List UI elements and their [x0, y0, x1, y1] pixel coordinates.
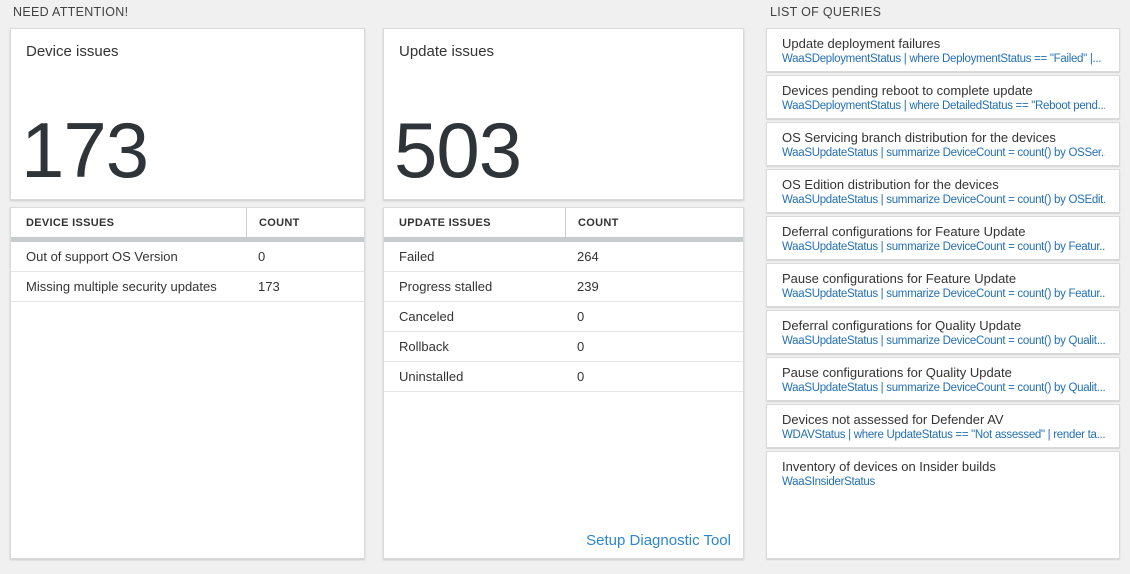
table-row[interactable]: Rollback 0 [384, 332, 743, 362]
update-issues-card-title: Update issues [399, 43, 495, 60]
row-count: 0 [577, 339, 585, 354]
query-text: WaaSDeploymentStatus | where DetailedSta… [782, 100, 1105, 112]
query-title: Pause configurations for Quality Update [782, 365, 1012, 380]
list-of-queries-section-label: LIST OF QUERIES [770, 5, 882, 19]
query-item[interactable]: Pause configurations for Quality Update … [766, 357, 1120, 401]
device-issues-summary-card[interactable]: Device issues 173 [10, 28, 365, 200]
row-count: 239 [577, 279, 599, 294]
table-row[interactable]: Out of support OS Version 0 [11, 242, 364, 272]
row-label: Rollback [399, 339, 449, 354]
device-issues-total-count: 173 [21, 106, 149, 194]
table-row[interactable]: Uninstalled 0 [384, 362, 743, 392]
device-issues-table-card: DEVICE ISSUES COUNT Out of support OS Ve… [10, 207, 365, 559]
query-title: Deferral configurations for Feature Upda… [782, 224, 1026, 239]
row-count: 0 [258, 249, 266, 264]
device-issues-header-cell: DEVICE ISSUES [26, 216, 115, 229]
row-label: Out of support OS Version [26, 249, 178, 264]
update-issues-total-count: 503 [394, 106, 522, 194]
query-item[interactable]: Update deployment failures WaaSDeploymen… [766, 28, 1120, 72]
device-issues-count-header-cell: COUNT [246, 208, 364, 237]
query-item[interactable]: OS Servicing branch distribution for the… [766, 122, 1120, 166]
query-title: Pause configurations for Feature Update [782, 271, 1017, 286]
query-text: WaaSUpdateStatus | summarize DeviceCount… [782, 194, 1105, 206]
need-attention-section-label: NEED ATTENTION! [13, 5, 129, 19]
query-title: Deferral configurations for Quality Upda… [782, 318, 1022, 333]
table-row[interactable]: Progress stalled 239 [384, 272, 743, 302]
query-text: WDAVStatus | where UpdateStatus == "Not … [782, 429, 1105, 441]
query-item[interactable]: Inventory of devices on Insider builds W… [766, 451, 1120, 559]
row-label: Canceled [399, 309, 454, 324]
update-issues-count-header-cell: COUNT [565, 208, 743, 237]
query-list: Update deployment failures WaaSDeploymen… [766, 28, 1120, 559]
query-title: Devices not assessed for Defender AV [782, 412, 1004, 427]
row-label: Progress stalled [399, 279, 493, 294]
query-item[interactable]: Pause configurations for Feature Update … [766, 263, 1120, 307]
query-text: WaaSUpdateStatus | summarize DeviceCount… [782, 382, 1105, 394]
row-count: 264 [577, 249, 599, 264]
query-item[interactable]: Deferral configurations for Feature Upda… [766, 216, 1120, 260]
update-issues-summary-card[interactable]: Update issues 503 [383, 28, 744, 200]
query-title: OS Servicing branch distribution for the… [782, 130, 1056, 145]
query-title: Inventory of devices on Insider builds [782, 459, 996, 474]
row-label: Missing multiple security updates [26, 279, 217, 294]
query-text: WaaSInsiderStatus [782, 476, 875, 488]
query-title: Update deployment failures [782, 36, 941, 51]
query-item[interactable]: Devices pending reboot to complete updat… [766, 75, 1120, 119]
query-text: WaaSUpdateStatus | summarize DeviceCount… [782, 335, 1105, 347]
query-title: OS Edition distribution for the devices [782, 177, 999, 192]
device-issues-table-header: DEVICE ISSUES COUNT [11, 208, 364, 237]
update-issues-table-header: UPDATE ISSUES COUNT [384, 208, 743, 237]
query-title: Devices pending reboot to complete updat… [782, 83, 1033, 98]
row-count: 0 [577, 309, 585, 324]
row-label: Failed [399, 249, 435, 264]
update-issues-table-card: UPDATE ISSUES COUNT Failed 264 Progress … [383, 207, 744, 559]
query-text: WaaSUpdateStatus | summarize DeviceCount… [782, 288, 1105, 300]
table-row[interactable]: Missing multiple security updates 173 [11, 272, 364, 302]
row-label: Uninstalled [399, 369, 464, 384]
setup-diagnostic-tool-link[interactable]: Setup Diagnostic Tool [586, 532, 731, 549]
query-text: WaaSDeploymentStatus | where DeploymentS… [782, 53, 1102, 65]
query-text: WaaSUpdateStatus | summarize DeviceCount… [782, 241, 1105, 253]
query-item[interactable]: OS Edition distribution for the devices … [766, 169, 1120, 213]
table-row[interactable]: Failed 264 [384, 242, 743, 272]
update-issues-header-cell: UPDATE ISSUES [399, 216, 491, 229]
row-count: 173 [258, 279, 280, 294]
table-header-divider-bar [11, 237, 364, 242]
row-count: 0 [577, 369, 585, 384]
table-header-divider-bar [384, 237, 743, 242]
query-item[interactable]: Deferral configurations for Quality Upda… [766, 310, 1120, 354]
device-issues-card-title: Device issues [26, 43, 119, 60]
table-row[interactable]: Canceled 0 [384, 302, 743, 332]
query-text: WaaSUpdateStatus | summarize DeviceCount… [782, 147, 1105, 159]
query-item[interactable]: Devices not assessed for Defender AV WDA… [766, 404, 1120, 448]
